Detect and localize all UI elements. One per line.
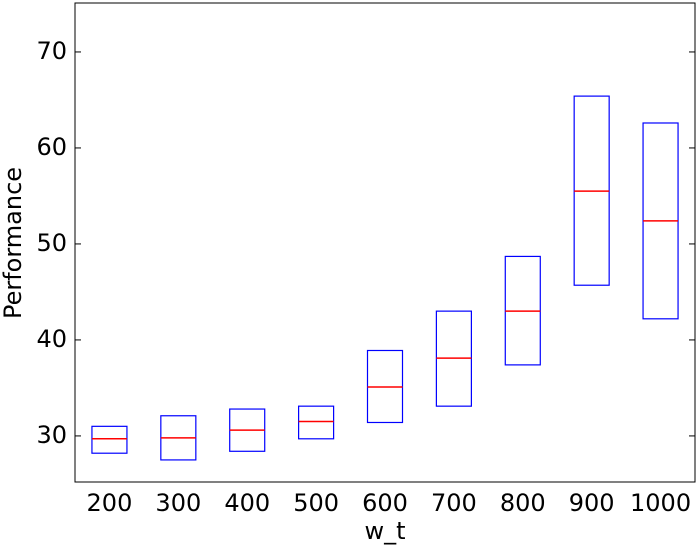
y-tick-label: 60 xyxy=(36,133,67,161)
y-axis-label: Performance xyxy=(0,167,27,319)
x-tick-label: 400 xyxy=(224,489,270,517)
x-tick-label: 300 xyxy=(155,489,201,517)
x-tick-label: 800 xyxy=(500,489,546,517)
x-tick-label: 200 xyxy=(87,489,133,517)
y-tick-label: 70 xyxy=(36,37,67,65)
x-axis-label: w_t xyxy=(364,517,405,545)
plot-frame xyxy=(74,2,696,483)
box xyxy=(298,405,335,440)
x-tick-label: 500 xyxy=(293,489,339,517)
y-tick-label: 50 xyxy=(36,229,67,257)
x-tick-label: 600 xyxy=(362,489,408,517)
x-tick-label: 700 xyxy=(431,489,477,517)
x-tick-label: 900 xyxy=(569,489,615,517)
x-tick-label: 1000 xyxy=(630,489,691,517)
y-tick-label: 40 xyxy=(36,325,67,353)
box xyxy=(91,425,128,454)
y-tick-label: 30 xyxy=(36,421,67,449)
